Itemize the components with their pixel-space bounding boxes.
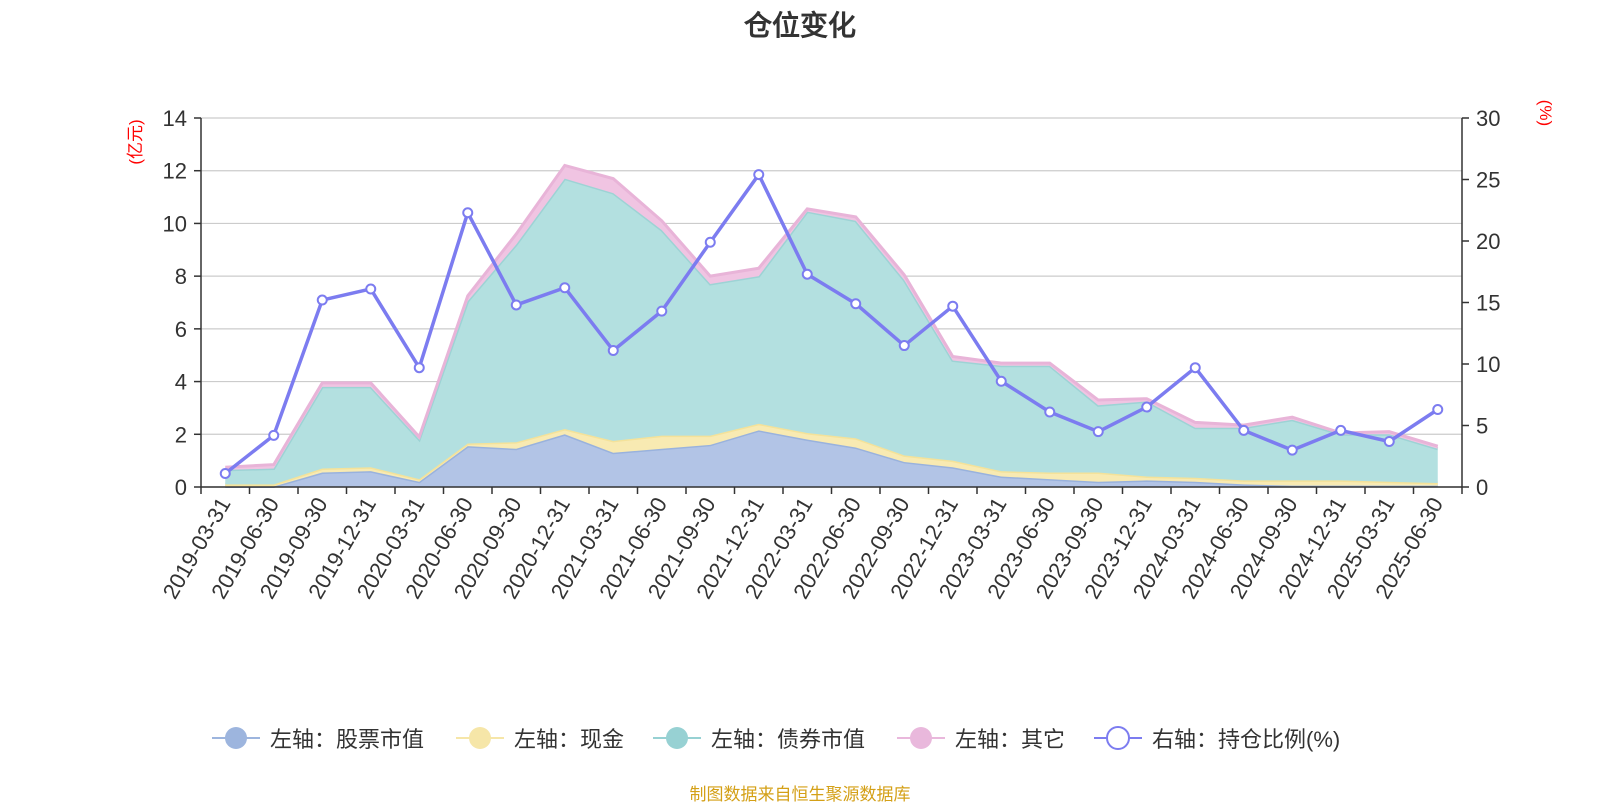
- area-series-0: [225, 430, 1438, 487]
- right-axis-tick-label: 15: [1476, 291, 1500, 316]
- holding-ratio-point: [1286, 444, 1298, 456]
- legend-label: 右轴：持仓比例(%): [1152, 727, 1341, 752]
- holding-ratio-point: [607, 344, 619, 356]
- holding-ratio-point: [268, 429, 280, 441]
- area-top-line-3: [225, 163, 1439, 469]
- holding-ratio-point: [704, 236, 716, 248]
- left-axis-tick-label: 4: [175, 370, 187, 395]
- area-series-2: [225, 178, 1438, 485]
- legend-label: 左轴：股票市值: [270, 727, 425, 752]
- holding-ratio-point: [947, 300, 959, 312]
- legend-item-cash[interactable]: 左轴：现金: [454, 718, 624, 758]
- left-axis-tick-label: 12: [163, 159, 187, 184]
- legend-item-bond-value[interactable]: 左轴：债券市值: [651, 718, 865, 758]
- holding-ratio-point: [365, 283, 377, 295]
- legend-area-icon: [897, 727, 945, 749]
- legend-item-holding-ratio[interactable]: 右轴：持仓比例(%): [1092, 718, 1340, 758]
- left-axis-tick-label: 8: [175, 264, 187, 289]
- holding-ratio-point: [656, 305, 668, 317]
- holding-ratio-line: [224, 172, 1439, 475]
- holding-ratio-point: [1044, 406, 1056, 418]
- holding-ratio-point: [1432, 404, 1444, 416]
- holding-ratio-point: [219, 467, 231, 479]
- legend-label: 左轴：现金: [514, 727, 625, 752]
- right-axis-unit-label: (%): [1536, 100, 1555, 126]
- legend-area-icon: [653, 727, 701, 749]
- left-axis-tick-label: 6: [175, 317, 187, 342]
- data-source-note: 制图数据来自恒生聚源数据库: [689, 785, 911, 804]
- legend-line-icon: [1094, 726, 1142, 750]
- holding-ratio-point: [1092, 426, 1104, 438]
- chart-legend: 左轴：股票市值 左轴：现金 左轴：债券市值 左轴：其它 右轴：持仓比例(%): [0, 718, 1600, 758]
- right-axis-tick-label: 10: [1476, 352, 1500, 377]
- left-axis-unit-label: (亿元): [126, 119, 145, 164]
- holding-ratio-point: [316, 294, 328, 306]
- holding-ratio-point: [801, 268, 813, 280]
- left-axis-tick-label: 0: [175, 475, 187, 500]
- legend-area-icon: [212, 727, 260, 749]
- holding-ratio-point: [898, 340, 910, 352]
- right-axis-tick-label: 20: [1476, 229, 1500, 254]
- legend-item-other[interactable]: 左轴：其它: [895, 718, 1065, 758]
- left-axis-tick-label: 14: [163, 106, 187, 131]
- right-axis-tick-label: 0: [1476, 475, 1488, 500]
- right-axis-tick-label: 30: [1476, 106, 1500, 131]
- holding-ratio-point: [1189, 362, 1201, 374]
- left-axis-tick-label: 2: [175, 422, 187, 447]
- holding-ratio-point: [559, 282, 571, 294]
- holding-ratio-point: [1238, 424, 1250, 436]
- chart-title: 仓位变化: [743, 10, 856, 41]
- legend-item-stock-value[interactable]: 左轴：股票市值: [210, 718, 424, 758]
- holding-ratio-point: [995, 375, 1007, 387]
- holding-ratio-point: [753, 169, 765, 181]
- holding-ratio-point: [1335, 424, 1347, 436]
- left-axis-tick-label: 10: [163, 211, 187, 236]
- right-axis-tick-label: 25: [1476, 168, 1500, 193]
- holding-ratio-point: [462, 207, 474, 219]
- holding-ratio-point: [850, 298, 862, 310]
- holding-ratio-point: [510, 299, 522, 311]
- holding-ratio-point: [1383, 435, 1395, 447]
- right-axis-tick-label: 5: [1476, 414, 1488, 439]
- legend-label: 左轴：其它: [955, 727, 1066, 752]
- legend-label: 左轴：债券市值: [711, 727, 866, 752]
- holding-ratio-point: [413, 362, 425, 374]
- legend-area-icon: [456, 727, 504, 749]
- holding-ratio-point: [1141, 401, 1153, 413]
